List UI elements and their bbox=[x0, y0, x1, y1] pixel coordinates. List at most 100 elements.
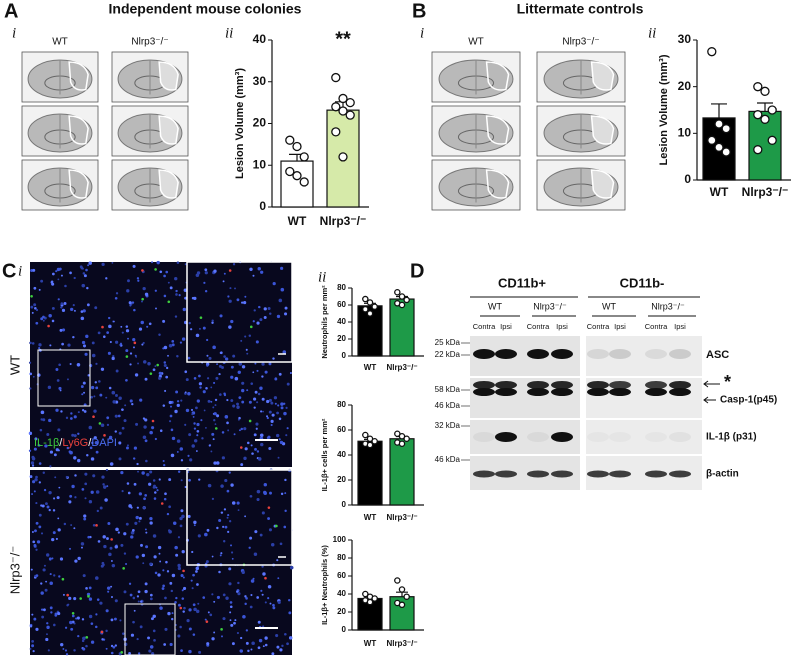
cell-nucleus bbox=[155, 307, 157, 310]
cell-nucleus bbox=[215, 376, 219, 380]
cell-nucleus bbox=[269, 602, 272, 605]
cell-nucleus bbox=[112, 320, 115, 323]
cell-nucleus bbox=[281, 644, 284, 648]
cell-nucleus bbox=[47, 385, 52, 390]
data-point bbox=[753, 82, 763, 92]
cell-nucleus bbox=[232, 263, 236, 266]
cell-nucleus bbox=[220, 484, 224, 488]
cell-nucleus bbox=[280, 402, 284, 406]
cell-nucleus bbox=[100, 423, 105, 427]
cell-nucleus bbox=[280, 492, 284, 496]
cell-nucleus bbox=[288, 636, 293, 640]
lane-label: Ipsi bbox=[614, 322, 626, 331]
cell-nucleus bbox=[222, 280, 225, 283]
cell-nucleus bbox=[207, 399, 211, 403]
cell-nucleus bbox=[174, 601, 177, 604]
cell-nucleus bbox=[193, 422, 196, 425]
cell-nucleus bbox=[256, 369, 259, 372]
cell-nucleus bbox=[168, 343, 173, 348]
cell-nucleus bbox=[183, 288, 188, 292]
cell-nucleus bbox=[171, 612, 174, 615]
blot-band bbox=[669, 470, 691, 478]
cell-nucleus bbox=[276, 314, 281, 319]
cell-nucleus bbox=[34, 529, 37, 533]
cell-nucleus bbox=[151, 652, 155, 656]
cell-nucleus bbox=[132, 338, 136, 342]
kda-label: 32 kDa bbox=[435, 421, 461, 430]
cell-nucleus bbox=[210, 450, 213, 453]
cell-nucleus bbox=[109, 340, 112, 344]
cell-nucleus bbox=[229, 619, 232, 622]
cell-nucleus bbox=[30, 461, 35, 465]
cell-marker bbox=[66, 593, 69, 597]
blot-band bbox=[473, 432, 495, 442]
cell-nucleus bbox=[130, 633, 135, 637]
cell-nucleus bbox=[81, 618, 85, 621]
cell-nucleus bbox=[231, 557, 234, 560]
cell-marker bbox=[214, 427, 218, 430]
y-tick-label: 0 bbox=[259, 199, 266, 213]
blot-band bbox=[551, 388, 573, 396]
blot-band bbox=[495, 432, 517, 442]
cell-nucleus bbox=[258, 638, 263, 643]
cell-nucleus bbox=[139, 625, 143, 629]
cell-marker bbox=[199, 316, 203, 319]
cell-nucleus bbox=[205, 386, 208, 390]
cell-nucleus bbox=[125, 325, 129, 328]
cell-nucleus bbox=[185, 378, 189, 382]
cell-nucleus bbox=[70, 307, 74, 312]
cell-nucleus bbox=[48, 418, 52, 423]
cell-marker bbox=[267, 506, 271, 510]
group-label: CD11b+ bbox=[498, 275, 546, 290]
data-point bbox=[292, 141, 302, 152]
cell-nucleus bbox=[33, 543, 37, 547]
cell-nucleus bbox=[125, 329, 130, 333]
cell-nucleus bbox=[144, 439, 148, 443]
cell-nucleus bbox=[188, 608, 192, 612]
cell-nucleus bbox=[230, 551, 234, 554]
cell-nucleus bbox=[175, 596, 178, 600]
blot-band bbox=[587, 381, 609, 389]
cell-nucleus bbox=[154, 491, 157, 494]
cell-nucleus bbox=[167, 611, 171, 616]
blot-band bbox=[669, 349, 691, 359]
cell-nucleus bbox=[237, 370, 241, 374]
cell-nucleus bbox=[180, 573, 184, 578]
cell-nucleus bbox=[106, 416, 110, 420]
cell-nucleus bbox=[216, 414, 220, 418]
cell-nucleus bbox=[42, 319, 45, 322]
cell-nucleus bbox=[143, 360, 147, 364]
cell-nucleus bbox=[177, 566, 182, 571]
cell-nucleus bbox=[51, 557, 54, 560]
cell-marker bbox=[248, 419, 252, 423]
cell-nucleus bbox=[105, 277, 108, 280]
cell-nucleus bbox=[224, 525, 228, 529]
inset-border bbox=[186, 261, 293, 363]
cell-nucleus bbox=[222, 593, 226, 597]
cell-nucleus bbox=[272, 357, 275, 360]
blot-band bbox=[645, 349, 667, 359]
cell-nucleus bbox=[136, 595, 140, 598]
cell-nucleus bbox=[180, 479, 183, 482]
cell-nucleus bbox=[55, 368, 59, 371]
cell-nucleus bbox=[133, 609, 136, 612]
cell-nucleus bbox=[166, 366, 169, 370]
cell-nucleus bbox=[241, 570, 245, 575]
cell-nucleus bbox=[135, 422, 139, 426]
cell-nucleus bbox=[82, 344, 87, 348]
y-axis-label: IL-1β+ cells per mm² bbox=[320, 418, 329, 491]
y-tick-label: 60 bbox=[337, 571, 346, 580]
cell-nucleus bbox=[111, 356, 115, 361]
cell-nucleus bbox=[110, 596, 114, 599]
cell-nucleus bbox=[96, 598, 100, 601]
cell-nucleus bbox=[106, 331, 110, 335]
blot-band bbox=[495, 381, 517, 389]
cell-nucleus bbox=[61, 342, 64, 346]
cell-nucleus bbox=[126, 482, 130, 485]
cell-nucleus bbox=[141, 343, 144, 346]
cell-marker bbox=[122, 567, 125, 570]
cell-nucleus bbox=[259, 533, 263, 537]
data-point bbox=[394, 288, 401, 296]
cell-nucleus bbox=[232, 354, 236, 358]
